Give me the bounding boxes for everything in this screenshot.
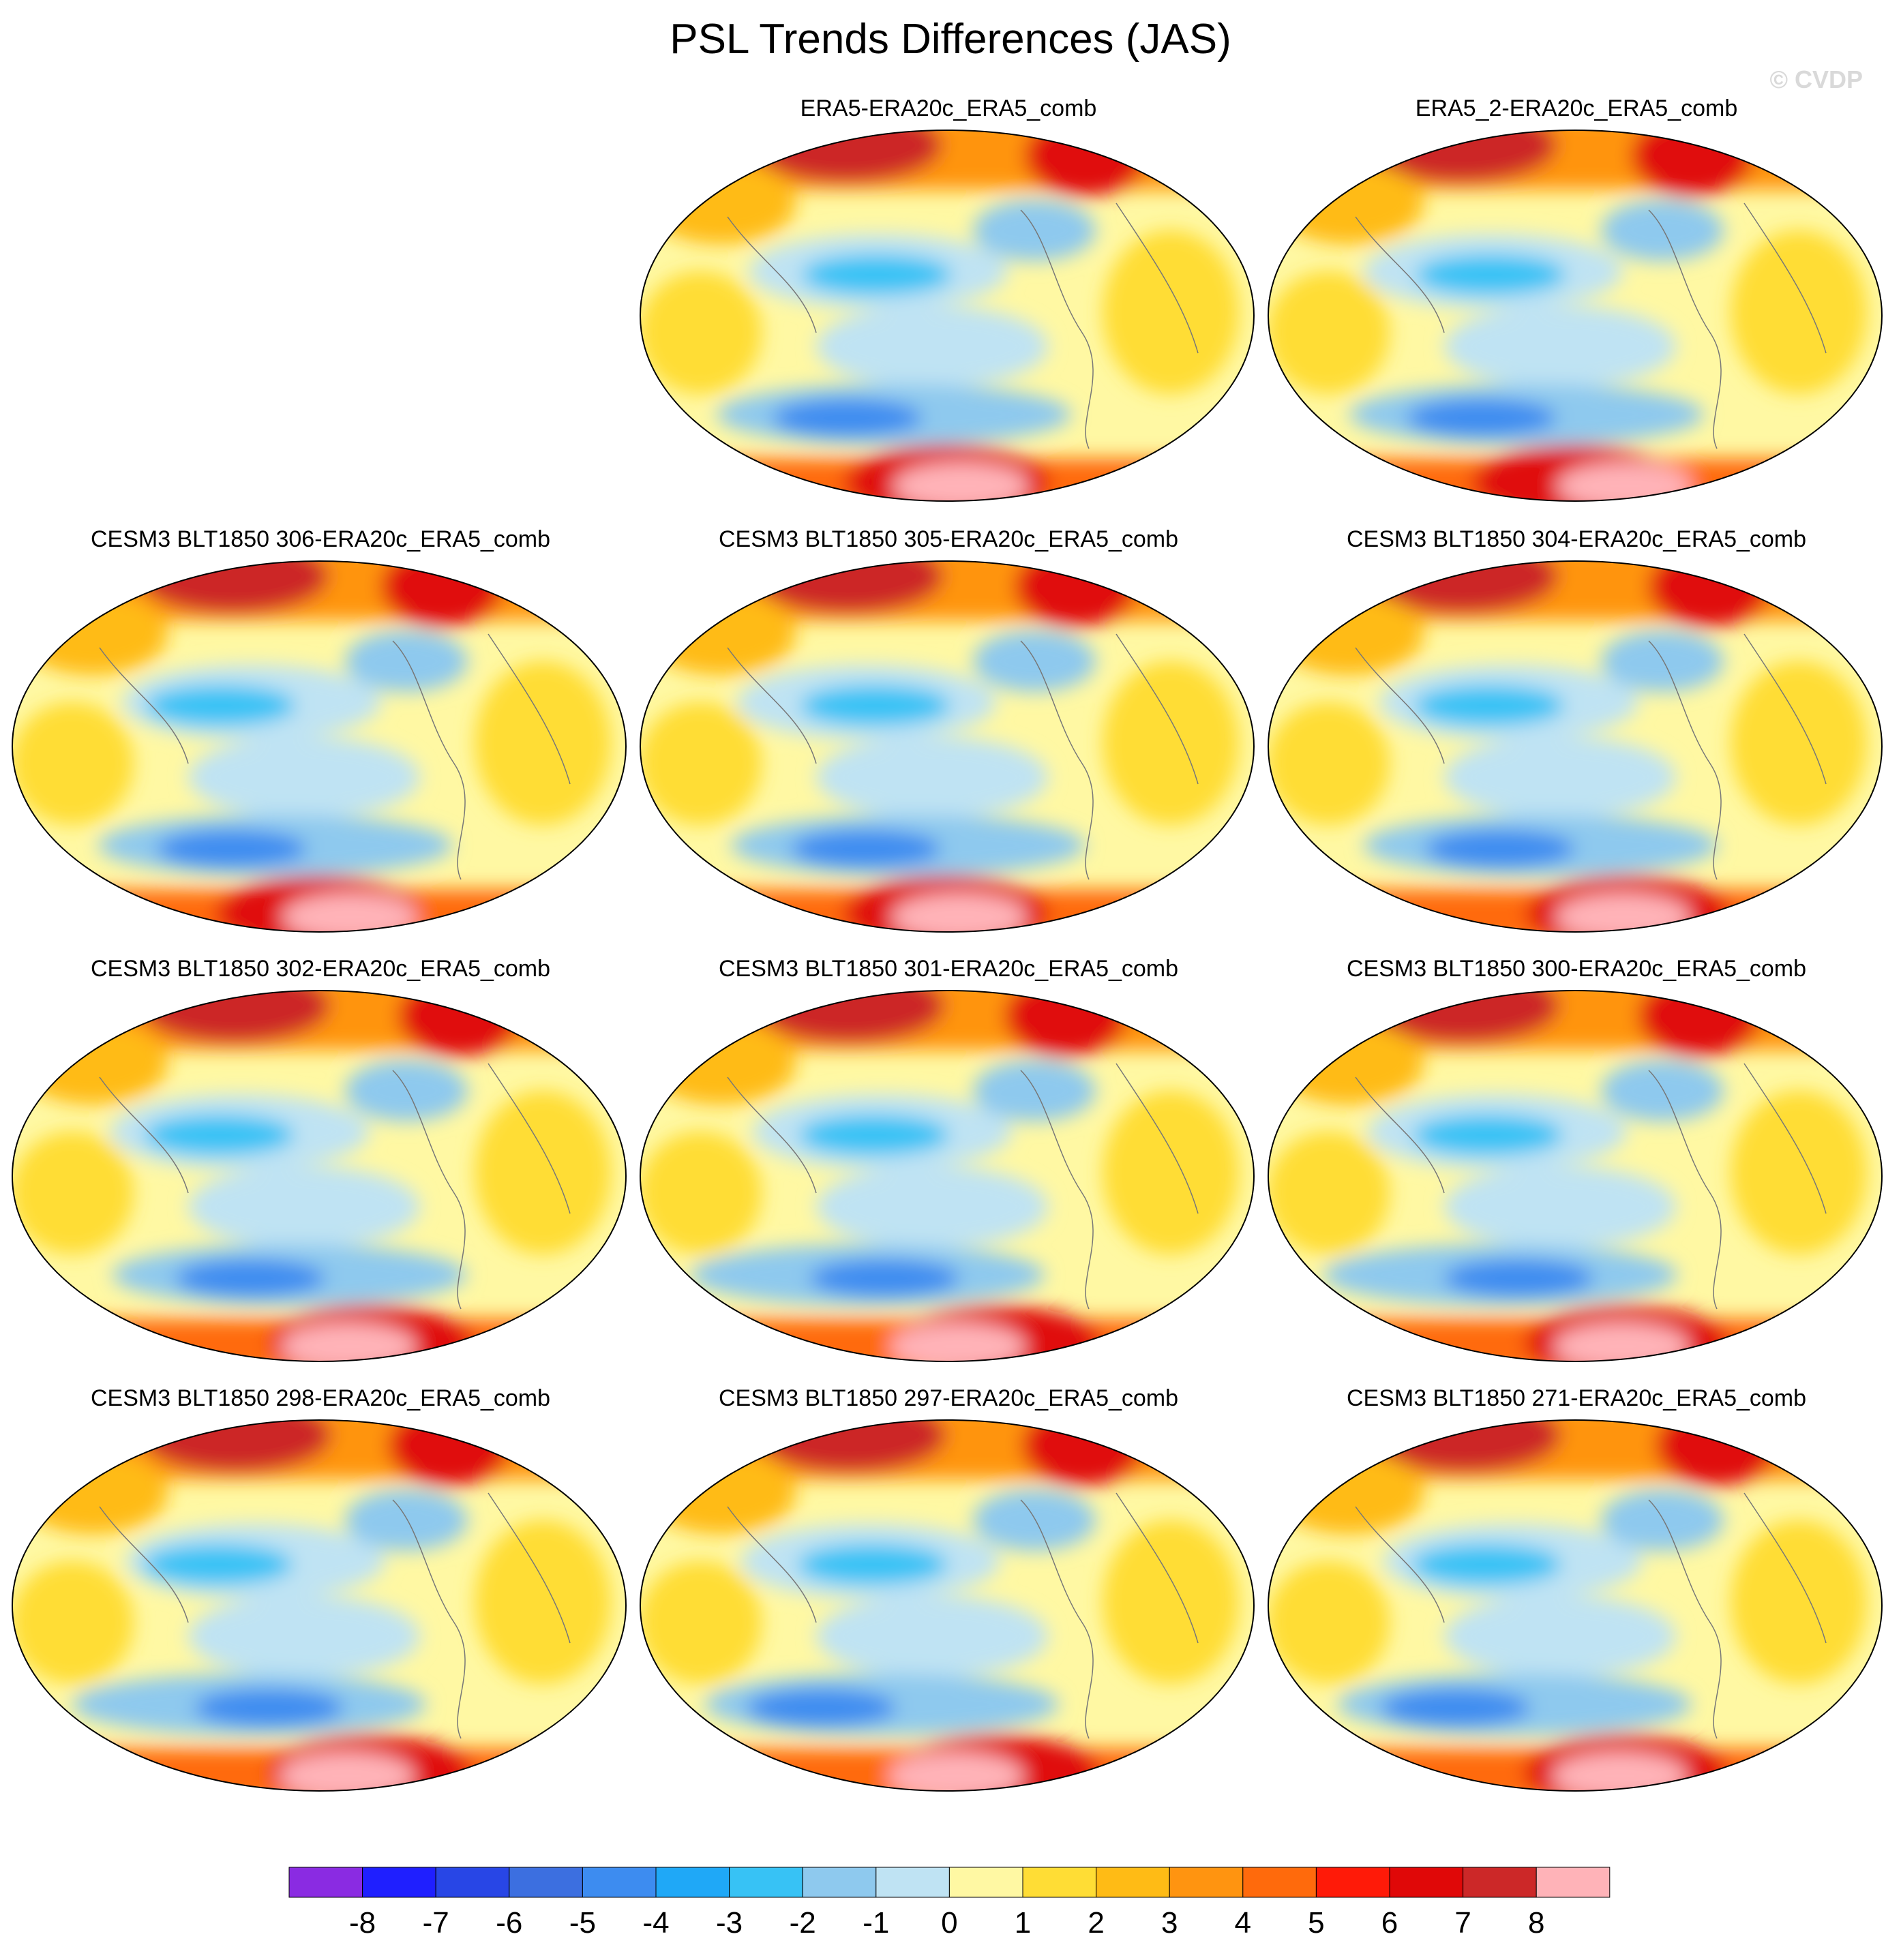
map-panel: CESM3 BLT1850 301-ERA20c_ERA5_comb <box>639 956 1258 1372</box>
colorbar-swatch <box>948 1867 1023 1898</box>
colorbar-label: -3 <box>716 1906 743 1940</box>
panel-title: CESM3 BLT1850 298-ERA20c_ERA5_comb <box>90 1385 551 1411</box>
colorbar-swatch <box>435 1867 510 1898</box>
colorbar-swatch <box>1022 1867 1097 1898</box>
map-plot <box>1268 130 1883 502</box>
colorbar-swatch <box>1536 1867 1611 1898</box>
map-panel: CESM3 BLT1850 300-ERA20c_ERA5_comb <box>1267 956 1886 1372</box>
colorbar-label: 1 <box>1014 1906 1032 1940</box>
map-plot <box>640 990 1255 1362</box>
colorbar-swatch <box>1169 1867 1244 1898</box>
colorbar-label: 0 <box>941 1906 958 1940</box>
colorbar-label: -4 <box>642 1906 670 1940</box>
colorbar-swatches <box>288 1867 1611 1898</box>
map-plot <box>12 990 627 1362</box>
colorbar-swatch <box>582 1867 657 1898</box>
panel-title: CESM3 BLT1850 304-ERA20c_ERA5_comb <box>1346 526 1807 552</box>
colorbar-label: -1 <box>863 1906 890 1940</box>
map-plot <box>640 560 1255 933</box>
map-panel: CESM3 BLT1850 304-ERA20c_ERA5_comb <box>1267 526 1886 942</box>
colorbar-label: -7 <box>422 1906 449 1940</box>
colorbar-label: 3 <box>1161 1906 1178 1940</box>
map-panel: ERA5-ERA20c_ERA5_comb <box>639 95 1258 511</box>
panel-title: CESM3 BLT1850 302-ERA20c_ERA5_comb <box>90 956 551 982</box>
panel-title: ERA5-ERA20c_ERA5_comb <box>800 95 1097 121</box>
colorbar-swatch <box>875 1867 950 1898</box>
colorbar-label: 5 <box>1308 1906 1325 1940</box>
map-plot <box>640 1419 1255 1792</box>
map-plot <box>1268 1419 1883 1792</box>
panel-title: CESM3 BLT1850 271-ERA20c_ERA5_comb <box>1346 1385 1807 1411</box>
colorbar-swatch <box>655 1867 730 1898</box>
panel-title: CESM3 BLT1850 301-ERA20c_ERA5_comb <box>718 956 1179 982</box>
colorbar-label: -6 <box>496 1906 523 1940</box>
colorbar-swatch <box>1463 1867 1537 1898</box>
colorbar-label: 8 <box>1527 1906 1545 1940</box>
colorbar-swatch <box>729 1867 803 1898</box>
map-panel: CESM3 BLT1850 298-ERA20c_ERA5_comb <box>11 1385 630 1801</box>
map-panel: CESM3 BLT1850 305-ERA20c_ERA5_comb <box>639 526 1258 942</box>
colorbar-label: -5 <box>569 1906 596 1940</box>
map-plot <box>640 130 1255 502</box>
map-panel: CESM3 BLT1850 271-ERA20c_ERA5_comb <box>1267 1385 1886 1801</box>
colorbar-swatch <box>802 1867 877 1898</box>
panel-title: CESM3 BLT1850 300-ERA20c_ERA5_comb <box>1346 956 1807 982</box>
colorbar-label: 7 <box>1454 1906 1471 1940</box>
colorbar-swatch <box>1096 1867 1170 1898</box>
panel-title: CESM3 BLT1850 306-ERA20c_ERA5_comb <box>90 526 551 552</box>
map-plot <box>12 1419 627 1792</box>
map-plot <box>1268 560 1883 933</box>
colorbar-swatch <box>1242 1867 1317 1898</box>
colorbar-swatch <box>288 1867 363 1898</box>
colorbar-swatch <box>362 1867 436 1898</box>
map-panel: ERA5_2-ERA20c_ERA5_comb <box>1267 95 1886 511</box>
colorbar-label: 4 <box>1234 1906 1252 1940</box>
map-panel: CESM3 BLT1850 297-ERA20c_ERA5_comb <box>639 1385 1258 1801</box>
map-plot <box>12 560 627 933</box>
map-panel: CESM3 BLT1850 302-ERA20c_ERA5_comb <box>11 956 630 1372</box>
colorbar-label: -2 <box>789 1906 816 1940</box>
colorbar-label: -8 <box>349 1906 376 1940</box>
figure-title: PSL Trends Differences (JAS) <box>670 16 1231 63</box>
colorbar-label: 6 <box>1381 1906 1398 1940</box>
panel-title: ERA5_2-ERA20c_ERA5_comb <box>1415 95 1738 121</box>
cvdp-watermark: © CVDP <box>1769 65 1863 93</box>
panel-title: CESM3 BLT1850 297-ERA20c_ERA5_comb <box>718 1385 1179 1411</box>
colorbar-swatch <box>509 1867 583 1898</box>
colorbar-label: 2 <box>1088 1906 1105 1940</box>
colorbar-swatch <box>1389 1867 1464 1898</box>
panel-title: CESM3 BLT1850 305-ERA20c_ERA5_comb <box>718 526 1179 552</box>
colorbar-swatch <box>1315 1867 1390 1898</box>
map-panel: CESM3 BLT1850 306-ERA20c_ERA5_comb <box>11 526 630 942</box>
map-plot <box>1268 990 1883 1362</box>
